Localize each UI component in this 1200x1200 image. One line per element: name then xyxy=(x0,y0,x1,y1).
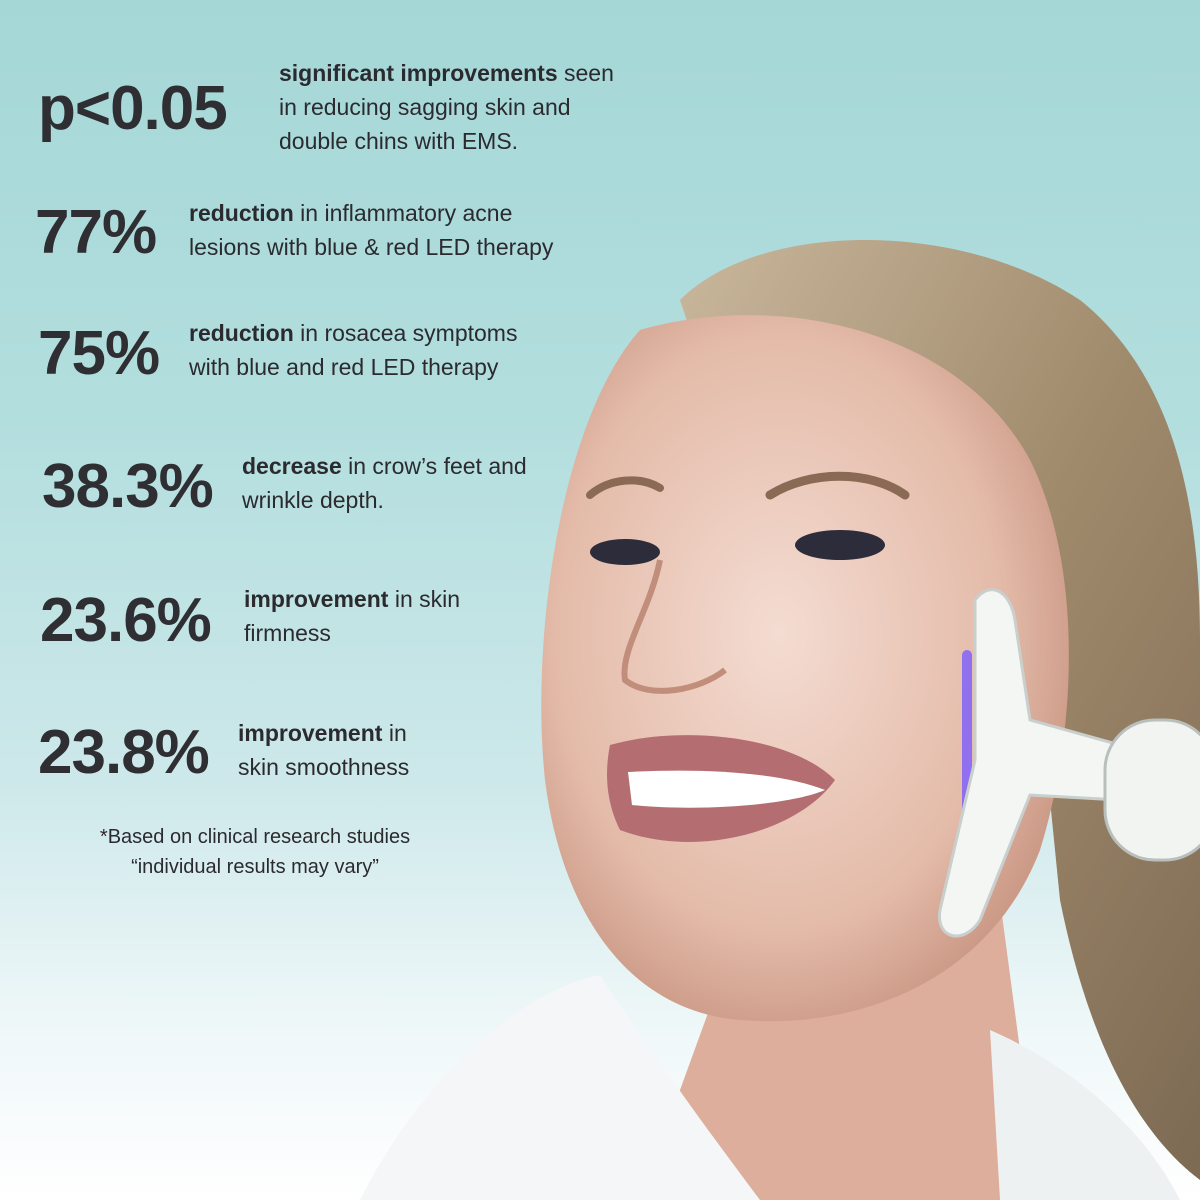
stat-desc-pvalue: significant improvements seen in reducin… xyxy=(279,56,614,158)
face xyxy=(541,315,1069,1022)
stat-desc-text: seen xyxy=(557,60,614,86)
stat-desc-line: lesions with blue & red LED therapy xyxy=(189,234,554,260)
stat-desc-bold: significant improvements xyxy=(279,60,558,86)
stat-desc-rosacea: reduction in rosacea symptoms with blue … xyxy=(189,316,517,384)
stat-desc-line: with blue and red LED therapy xyxy=(189,354,499,380)
stat-desc-text: in inflammatory acne xyxy=(293,200,513,226)
stat-desc-acne: reduction in inflammatory acne lesions w… xyxy=(189,196,553,264)
eyebrow xyxy=(586,476,664,499)
stat-value-pvalue: p<0.05 xyxy=(38,74,228,143)
stat-desc-bold: improvement xyxy=(244,586,389,612)
robe xyxy=(360,975,760,1200)
stat-desc-bold: reduction xyxy=(189,320,294,346)
stat-desc-text: in crow’s feet and xyxy=(341,453,527,479)
stat-desc-text: in skin xyxy=(388,586,461,612)
hair xyxy=(680,240,1200,1180)
stat-desc-line: double chins with EMS. xyxy=(279,128,519,154)
stat-desc-smoothness: improvement in skin smoothness xyxy=(238,716,409,784)
eyebrow xyxy=(765,471,910,500)
stat-value-smoothness: 23.8% xyxy=(38,718,210,787)
stat-value-firmness: 23.6% xyxy=(40,586,212,655)
stat-desc-firmness: improvement in skin firmness xyxy=(244,582,460,650)
stat-value-acne: 77% xyxy=(35,198,157,267)
eye xyxy=(590,539,660,565)
device-handle xyxy=(1103,718,1200,862)
eye xyxy=(795,530,885,560)
teeth xyxy=(628,770,825,808)
stat-desc-text: in xyxy=(382,720,407,746)
stat-desc-text: in rosacea symptoms xyxy=(293,320,518,346)
stat-desc-wrinkles: decrease in crow’s feet and wrinkle dept… xyxy=(242,449,527,517)
nose xyxy=(621,559,727,694)
disclaimer: *Based on clinical research studies “ind… xyxy=(40,822,470,882)
stat-desc-line: in reducing sagging skin and xyxy=(279,94,571,120)
stat-desc-line: firmness xyxy=(244,620,331,646)
stat-desc-line: wrinkle depth. xyxy=(242,487,384,513)
stat-desc-bold: reduction xyxy=(189,200,294,226)
robe xyxy=(990,1030,1180,1200)
stat-desc-line: skin smoothness xyxy=(238,754,410,780)
stat-value-rosacea: 75% xyxy=(38,319,160,388)
disclaimer-line: “individual results may vary” xyxy=(131,856,379,878)
stat-desc-bold: improvement xyxy=(238,720,383,746)
disclaimer-line: *Based on clinical research studies xyxy=(99,826,411,848)
stat-desc-bold: decrease xyxy=(242,453,342,479)
device-head xyxy=(938,588,1122,938)
stat-value-wrinkles: 38.3% xyxy=(42,452,214,521)
